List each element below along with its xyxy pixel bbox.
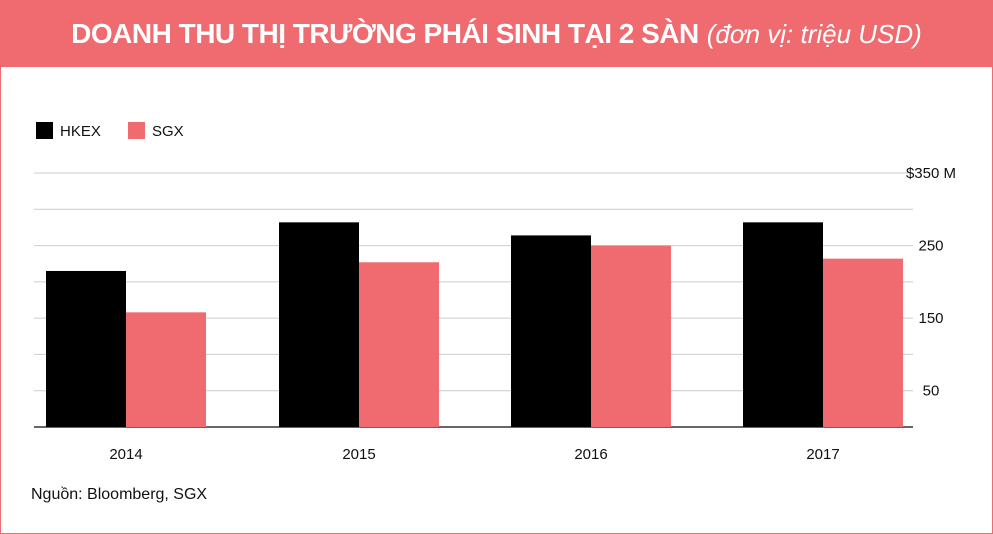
bars	[46, 222, 903, 427]
x-tick-label: 2015	[342, 446, 375, 463]
y-tick-label: $350 M	[906, 165, 956, 182]
y-tick-label: 50	[923, 383, 940, 400]
legend-label-hkex: HKEX	[60, 123, 101, 140]
chart-unit: (đơn vị: triệu USD)	[706, 18, 922, 49]
legend-label-sgx: SGX	[152, 123, 184, 140]
x-tick-label: 2014	[109, 446, 142, 463]
bar-sgx-2016	[591, 245, 671, 427]
source-note: Nguồn: Bloomberg, SGX	[31, 486, 208, 503]
x-tick-label: 2016	[574, 446, 607, 463]
y-axis-ticks: $350 M 250 150 50	[906, 165, 956, 400]
x-tick-label: 2017	[806, 446, 839, 463]
bar-sgx-2017	[823, 258, 903, 427]
title-bar: DOANH THU THỊ TRƯỜNG PHÁI SINH TẠI 2 SÀN…	[1, 1, 992, 67]
bar-hkex-2015	[279, 222, 359, 427]
bar-hkex-2017	[743, 222, 823, 427]
bar-hkex-2014	[46, 270, 126, 427]
bar-hkex-2016	[511, 235, 591, 427]
legend: HKEX SGX	[36, 122, 184, 140]
chart-title: DOANH THU THỊ TRƯỜNG PHÁI SINH TẠI 2 SÀN	[71, 18, 699, 49]
bar-chart: HKEX SGX $350 M 250 150 50 2014 2015 2016 2017	[34, 122, 956, 463]
legend-swatch-sgx	[128, 122, 145, 139]
y-tick-label: 250	[918, 238, 943, 255]
bar-sgx-2015	[359, 262, 439, 427]
bar-sgx-2014	[126, 312, 206, 427]
legend-swatch-hkex	[36, 122, 53, 139]
x-axis-ticks: 2014 2015 2016 2017	[109, 446, 839, 463]
y-tick-label: 150	[918, 310, 943, 327]
